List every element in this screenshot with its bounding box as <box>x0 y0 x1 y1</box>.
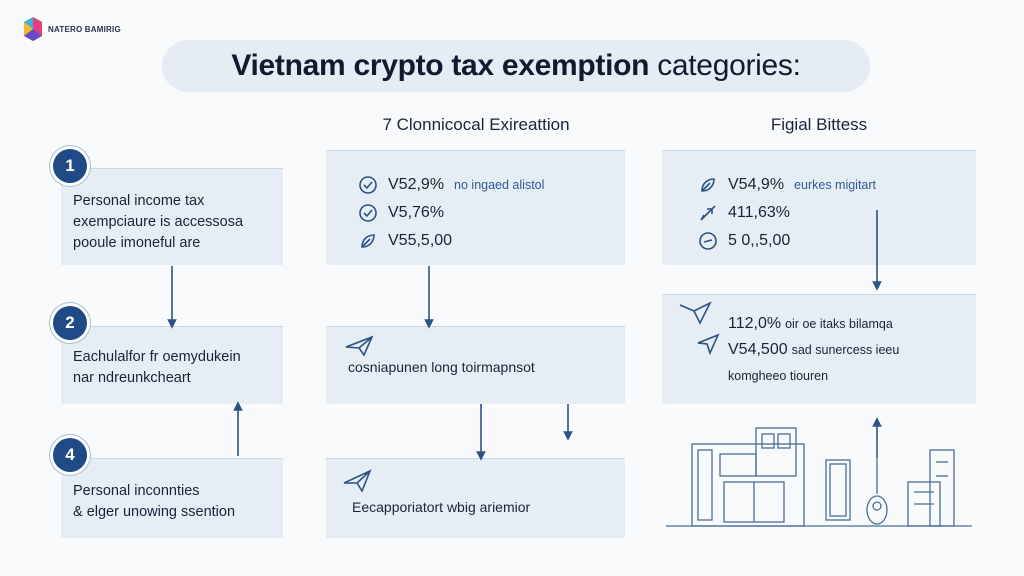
right-rate-row-6: komgheeo tiouren <box>728 363 974 389</box>
middle-card-3-text: Eecapporiatort wbig ariemior <box>352 499 531 515</box>
right-rate-row-3: 5 0,,5,00 <box>698 227 970 255</box>
middle-rate-row-1: V52,9% no ingaed alistol <box>358 171 618 199</box>
plane-icon <box>700 205 716 221</box>
right-rate-value-2: 411,63% <box>728 204 790 221</box>
page-title-suffix: categories: <box>657 49 801 82</box>
left-card-1-line-2: exempciaure is accessosa <box>73 214 244 230</box>
middle-card-3: Eecapporiatort wbig ariemior <box>326 458 625 538</box>
circle-arrow-icon <box>699 232 717 250</box>
right-card-rates: V54,9% eurkes migitart 411,63% 5 0,,5,00 <box>662 150 976 265</box>
title-banner: Vietnam crypto tax exemption categories: <box>162 40 870 92</box>
right-rate-note-4: oir oe itaks bilamqa <box>785 317 893 331</box>
plane-icon <box>343 469 372 493</box>
left-card-1: Personal income tax exempciaure is acces… <box>61 168 283 265</box>
right-rate-row-2: 411,63% <box>698 199 970 227</box>
left-card-1-line-1: Personal income tax <box>73 193 205 209</box>
right-card-2: 112,0% oir oe itaks bilamqa V54,500 sad … <box>662 294 976 404</box>
right-rate-value-1: V54,9% <box>728 176 785 193</box>
column-header-right: Figial Bittess <box>770 115 868 134</box>
check-circle-icon <box>359 176 377 194</box>
step-number-2: 2 <box>53 306 87 340</box>
right-rate-value-3: 5 0,,5,00 <box>728 232 791 249</box>
page-title: Vietnam crypto tax exemption <box>231 49 650 82</box>
left-card-2-line-2: nar ndreunkcheart <box>73 370 191 386</box>
left-card-3-line-1: Personal inconnties <box>73 483 200 499</box>
right-rate-row-1: V54,9% eurkes migitart <box>698 171 970 199</box>
brand-logo <box>24 17 42 41</box>
plane-icon <box>679 301 712 325</box>
middle-card-rates: V52,9% no ingaed alistol V5,76% V55,5,00 <box>326 150 625 265</box>
middle-rate-value-2: V5,76% <box>388 204 445 221</box>
leaf-icon <box>701 178 715 192</box>
check-circle-icon <box>359 204 377 222</box>
plane-icon <box>345 335 374 357</box>
left-card-1-line-3: pooule imoneful are <box>73 235 201 251</box>
right-rate-row-4: 112,0% oir oe itaks bilamqa <box>728 311 974 337</box>
right-rate-note-5: sad sunercess ieeu <box>791 343 900 357</box>
left-card-2: Eachulalfor fr oemydukein nar ndreunkche… <box>61 326 283 404</box>
middle-card-2: cosniapunen long toirmapnsot <box>326 326 625 404</box>
left-card-3-line-2: & elger unowing ssention <box>73 504 236 520</box>
left-card-2-line-1: Eachulalfor fr oemydukein <box>73 349 241 365</box>
right-rate-value-5: V54,500 <box>728 341 788 358</box>
right-rate-note-1: eurkes migitart <box>794 178 877 192</box>
middle-rate-row-3: V55,5,00 <box>358 227 618 255</box>
step-number-1: 1 <box>53 149 87 183</box>
plane-icon <box>697 333 720 355</box>
left-card-3: Personal inconnties & elger unowing ssen… <box>61 458 283 538</box>
leaf-icon <box>361 234 375 248</box>
right-rate-note-6: komgheeo tiouren <box>728 369 829 383</box>
middle-rate-row-2: V5,76% <box>358 199 618 227</box>
middle-rate-value-1: V52,9% <box>388 176 445 193</box>
right-rate-value-4: 112,0% <box>728 315 782 332</box>
right-rate-row-5: V54,500 sad sunercess ieeu <box>728 337 974 363</box>
brand-name: NATERO BAMIRIG <box>48 25 121 34</box>
step-number-4: 4 <box>53 438 87 472</box>
middle-rate-note-1: no ingaed alistol <box>454 178 545 192</box>
middle-card-2-text: cosniapunen long toirmapnsot <box>348 359 535 375</box>
building-illustration <box>666 427 972 527</box>
middle-rate-value-3: V55,5,00 <box>388 232 453 249</box>
column-header-middle: 7 Clonnicocal Exireattion <box>382 115 570 134</box>
